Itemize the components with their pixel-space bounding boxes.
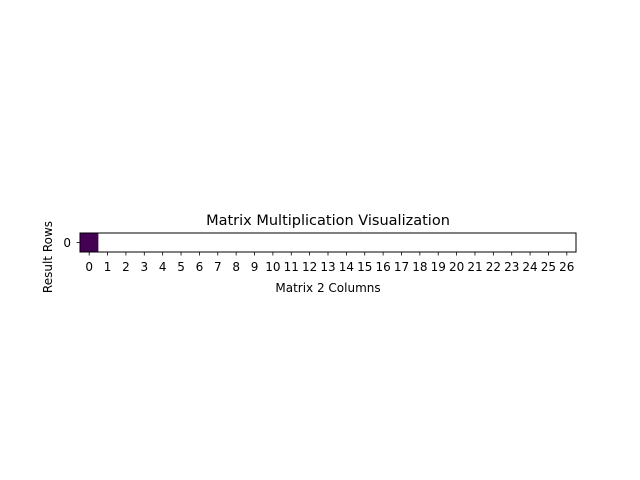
axes-frame (79, 232, 577, 253)
x-tick-label: 23 (504, 260, 519, 274)
x-tick-label: 6 (196, 260, 204, 274)
x-tick-label: 16 (375, 260, 390, 274)
x-tick-label: 17 (394, 260, 409, 274)
y-axis-label: Result Rows (41, 221, 55, 293)
x-tick-label: 9 (251, 260, 259, 274)
y-tick-label: 0 (63, 236, 71, 250)
x-tick-label: 21 (467, 260, 482, 274)
x-tick-label: 18 (412, 260, 427, 274)
x-tick-label: 3 (140, 260, 148, 274)
x-tick-label: 4 (159, 260, 167, 274)
x-axis-ticks: 0 1 2 3 4 5 6 7 8 9 10 11 12 13 14 15 16 17 18 19 20 21 22 23 24… (85, 252, 574, 274)
plot-background (80, 233, 576, 252)
x-tick-label: 20 (449, 260, 464, 274)
x-tick-label: 11 (284, 260, 299, 274)
x-tick-label: 0 (85, 260, 93, 274)
x-tick-label: 14 (339, 260, 354, 274)
x-tick-label: 26 (559, 260, 574, 274)
x-tick-label: 13 (320, 260, 335, 274)
x-tick-label: 15 (357, 260, 372, 274)
x-tick-label: 7 (214, 260, 222, 274)
x-tick-label: 24 (522, 260, 537, 274)
x-tick-label: 12 (302, 260, 317, 274)
x-tick-label: 19 (431, 260, 446, 274)
x-axis-label: Matrix 2 Columns (275, 281, 380, 295)
y-axis-ticks: 0 (63, 236, 80, 250)
heatmap-cell (80, 233, 99, 252)
x-tick-label: 22 (486, 260, 501, 274)
x-tick-label: 10 (265, 260, 280, 274)
x-tick-label: 25 (541, 260, 556, 274)
x-tick-label: 2 (122, 260, 130, 274)
x-tick-label: 5 (177, 260, 185, 274)
plot-area (80, 233, 576, 252)
chart-title: Matrix Multiplication Visualization (206, 213, 450, 229)
x-tick-label: 1 (104, 260, 112, 274)
x-tick-label: 8 (232, 260, 240, 274)
